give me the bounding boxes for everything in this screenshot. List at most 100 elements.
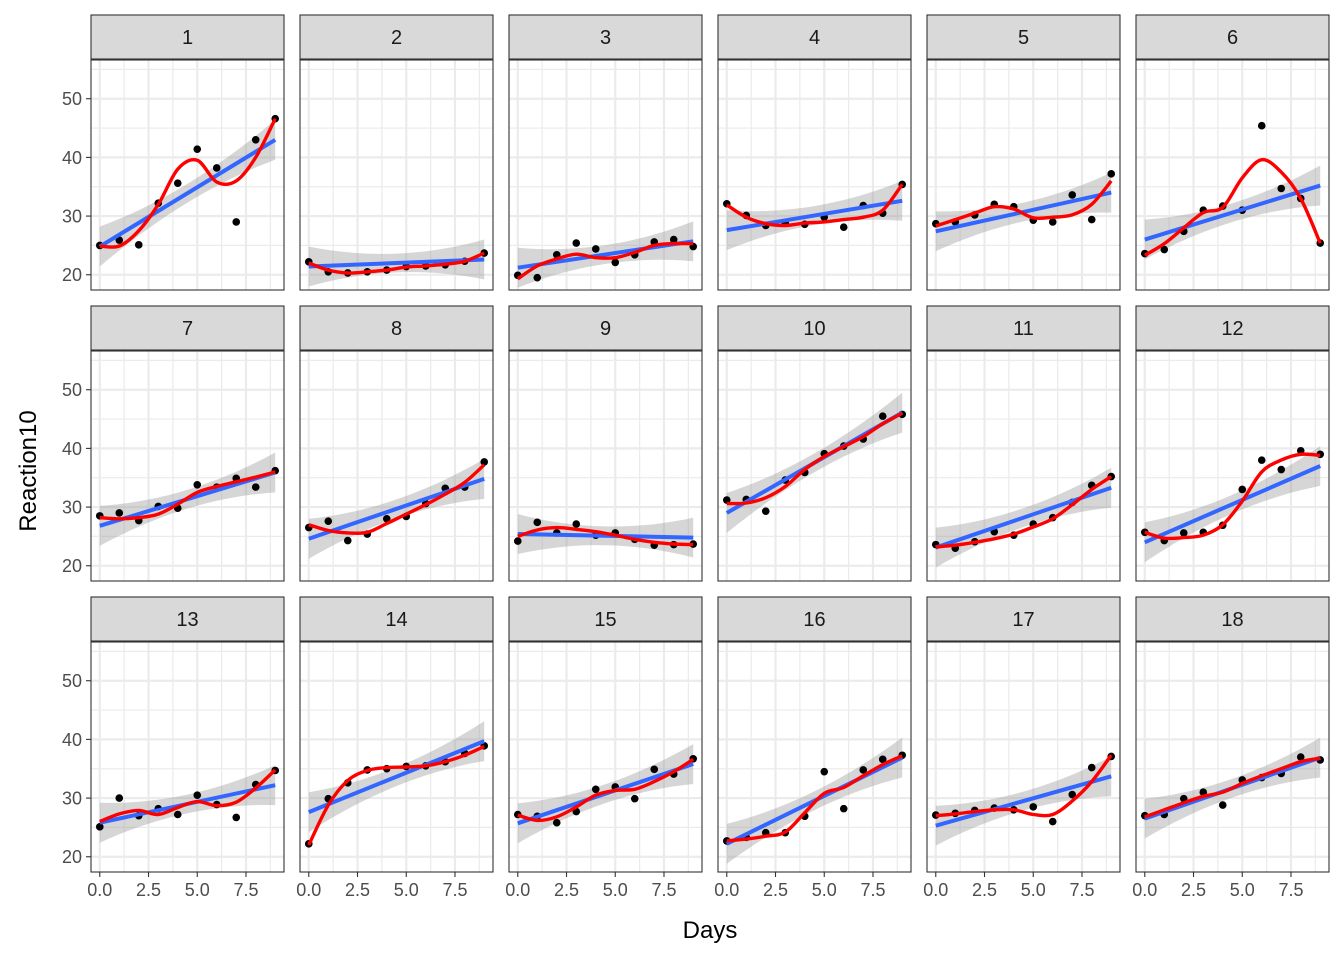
x-tick-label: 2.5 <box>1181 880 1206 900</box>
facet-strip-label: 3 <box>600 27 611 49</box>
panel-border <box>926 641 1121 873</box>
facet-strip-label: 15 <box>594 609 616 631</box>
data-point <box>1087 215 1096 224</box>
facet-strip <box>717 596 912 642</box>
smooth-fit-line <box>935 475 1113 549</box>
panel-border <box>717 350 912 582</box>
data-point <box>480 458 489 466</box>
facet-strip-label: 17 <box>1012 609 1034 631</box>
facet-strip-label: 13 <box>176 609 198 631</box>
panel-border <box>926 59 1121 291</box>
data-point <box>173 810 182 819</box>
facet-panel-4: 4 <box>717 14 912 291</box>
data-point <box>1257 456 1266 464</box>
data-point <box>1048 817 1057 826</box>
panel-border <box>717 641 912 873</box>
facet-strip <box>926 14 1121 60</box>
x-tick-label: 5.0 <box>394 880 419 900</box>
data-point <box>572 520 581 528</box>
panel-background <box>927 60 1120 290</box>
data-point <box>193 791 202 799</box>
data-point <box>1277 184 1286 193</box>
facet-strip <box>90 305 285 351</box>
linear-fit-line <box>308 257 485 269</box>
smooth-fit-line <box>1143 157 1322 257</box>
y-tick-label: 20 <box>62 847 82 867</box>
smooth-fit-line <box>516 241 694 281</box>
data-point <box>173 179 182 188</box>
data-point <box>1048 218 1057 226</box>
x-tick-label: 7.5 <box>860 880 885 900</box>
facet-strip-label: 12 <box>1221 318 1243 340</box>
facet-panel-10: 10 <box>717 305 912 582</box>
panel-border <box>299 350 494 582</box>
data-point <box>552 818 561 827</box>
data-point <box>324 517 333 525</box>
smooth-fit-line <box>935 754 1113 818</box>
smooth-fit-line <box>935 179 1113 228</box>
y-axis-title: Reaction10 <box>15 410 42 531</box>
linear-fit-line <box>935 774 1112 828</box>
x-tick-label: 2.5 <box>763 880 788 900</box>
data-point <box>212 164 221 172</box>
data-point <box>251 135 260 144</box>
y-tick-label: 30 <box>62 207 82 227</box>
data-point <box>343 536 352 545</box>
facet-strip-label: 6 <box>1227 27 1238 49</box>
x-tick-label: 5.0 <box>812 880 837 900</box>
data-point <box>134 241 143 249</box>
y-tick-label: 30 <box>62 498 82 518</box>
x-tick-label: 7.5 <box>651 880 676 900</box>
data-point <box>1238 485 1247 494</box>
x-tick-label: 0.0 <box>714 880 739 900</box>
y-tick-label: 20 <box>62 265 82 285</box>
facet-strip-label: 8 <box>391 318 402 340</box>
x-tick-label: 7.5 <box>1278 880 1303 900</box>
x-tick-label: 0.0 <box>1132 880 1157 900</box>
x-tick-label: 2.5 <box>554 880 579 900</box>
panel-background <box>91 60 284 290</box>
smooth-fit-line <box>517 757 695 823</box>
facet-strip <box>299 596 494 642</box>
data-point <box>1257 121 1266 130</box>
facet-panel-18: 18 0.0 2.5 5.0 7.5 <box>1132 596 1330 900</box>
data-point <box>533 273 542 282</box>
data-point <box>1277 465 1286 474</box>
panel-border <box>90 350 285 582</box>
facet-strip <box>299 14 494 60</box>
facet-strip-label: 4 <box>809 27 820 49</box>
x-tick-label: 5.0 <box>1021 880 1046 900</box>
x-tick-label: 5.0 <box>1230 880 1255 900</box>
panel-background <box>927 642 1120 872</box>
y-tick-label: 40 <box>62 730 82 750</box>
data-point <box>533 518 542 527</box>
smooth-fit-line <box>99 470 276 521</box>
data-point <box>1160 245 1169 254</box>
smooth-fit-line <box>308 463 486 536</box>
facet-strip <box>1135 14 1330 60</box>
smooth-fit-line <box>1144 452 1321 541</box>
y-tick-label: 50 <box>62 89 82 109</box>
y-tick-label: 40 <box>62 148 82 168</box>
facet-panel-13: 13 20 30 40 50 0.0 2.5 5.0 7.5 <box>62 596 285 900</box>
facet-panel-3: 3 <box>508 14 703 291</box>
data-point <box>95 823 104 831</box>
facet-panel-9: 9 <box>508 305 703 582</box>
data-point <box>611 258 620 267</box>
smooth-fit-line <box>99 768 277 824</box>
facet-strip <box>508 14 703 60</box>
y-tick-label: 40 <box>62 439 82 459</box>
data-point <box>591 785 600 794</box>
smooth-fit-line <box>1144 756 1321 819</box>
facet-strip <box>508 596 703 642</box>
facet-strip-label: 9 <box>600 318 611 340</box>
facet-panel-5: 5 <box>926 14 1121 291</box>
data-point <box>839 223 848 232</box>
facet-strip <box>926 596 1121 642</box>
smooth-fit-line <box>726 411 904 506</box>
data-point <box>115 236 124 244</box>
panel-border <box>508 59 703 291</box>
facet-strip-label: 5 <box>1018 27 1029 49</box>
